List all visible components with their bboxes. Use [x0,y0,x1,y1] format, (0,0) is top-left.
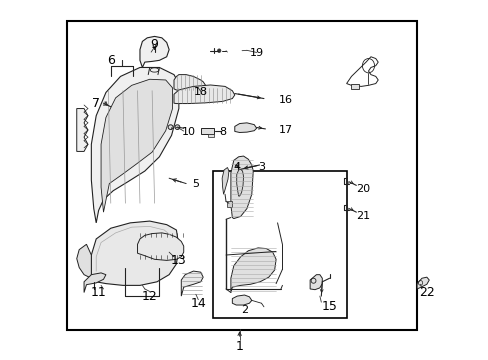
Text: 4: 4 [233,162,240,172]
Text: 12: 12 [142,289,157,303]
Polygon shape [77,109,88,152]
Text: 13: 13 [171,254,186,267]
Polygon shape [91,67,179,223]
Text: 11: 11 [91,286,106,299]
Polygon shape [232,295,251,305]
Text: 20: 20 [356,184,370,194]
Bar [226,202,232,207]
Polygon shape [416,277,428,289]
Polygon shape [91,221,179,285]
Text: 3: 3 [258,162,264,172]
Polygon shape [174,85,234,104]
Text: 19: 19 [249,48,263,58]
Text: 9: 9 [150,38,158,51]
Text: 2: 2 [241,305,247,315]
Ellipse shape [217,49,221,53]
Bar [67,21,416,330]
Text: 16: 16 [278,95,292,105]
Text: 6: 6 [107,54,115,67]
Text: 10: 10 [181,127,195,137]
Text: 18: 18 [193,87,207,98]
Polygon shape [351,84,358,89]
Polygon shape [222,167,228,194]
Text: 15: 15 [321,300,337,313]
Text: 8: 8 [219,127,226,137]
Text: 14: 14 [190,297,206,310]
Polygon shape [309,275,322,290]
Ellipse shape [168,125,173,130]
Text: 1: 1 [235,339,243,352]
Text: 21: 21 [356,211,370,221]
Polygon shape [181,271,203,296]
Polygon shape [230,248,276,293]
Text: 17: 17 [278,125,292,135]
Polygon shape [140,36,169,67]
Bar [207,134,213,137]
Polygon shape [77,244,91,278]
Polygon shape [230,156,253,219]
Bar [212,171,346,318]
Ellipse shape [175,125,180,130]
Polygon shape [234,123,256,132]
Bar [201,128,214,134]
Polygon shape [101,79,172,212]
Polygon shape [84,273,106,293]
Polygon shape [236,169,243,196]
Text: 5: 5 [192,179,199,189]
Polygon shape [174,75,205,91]
Polygon shape [137,233,183,260]
Text: 7: 7 [92,97,100,110]
Text: 22: 22 [418,286,434,299]
